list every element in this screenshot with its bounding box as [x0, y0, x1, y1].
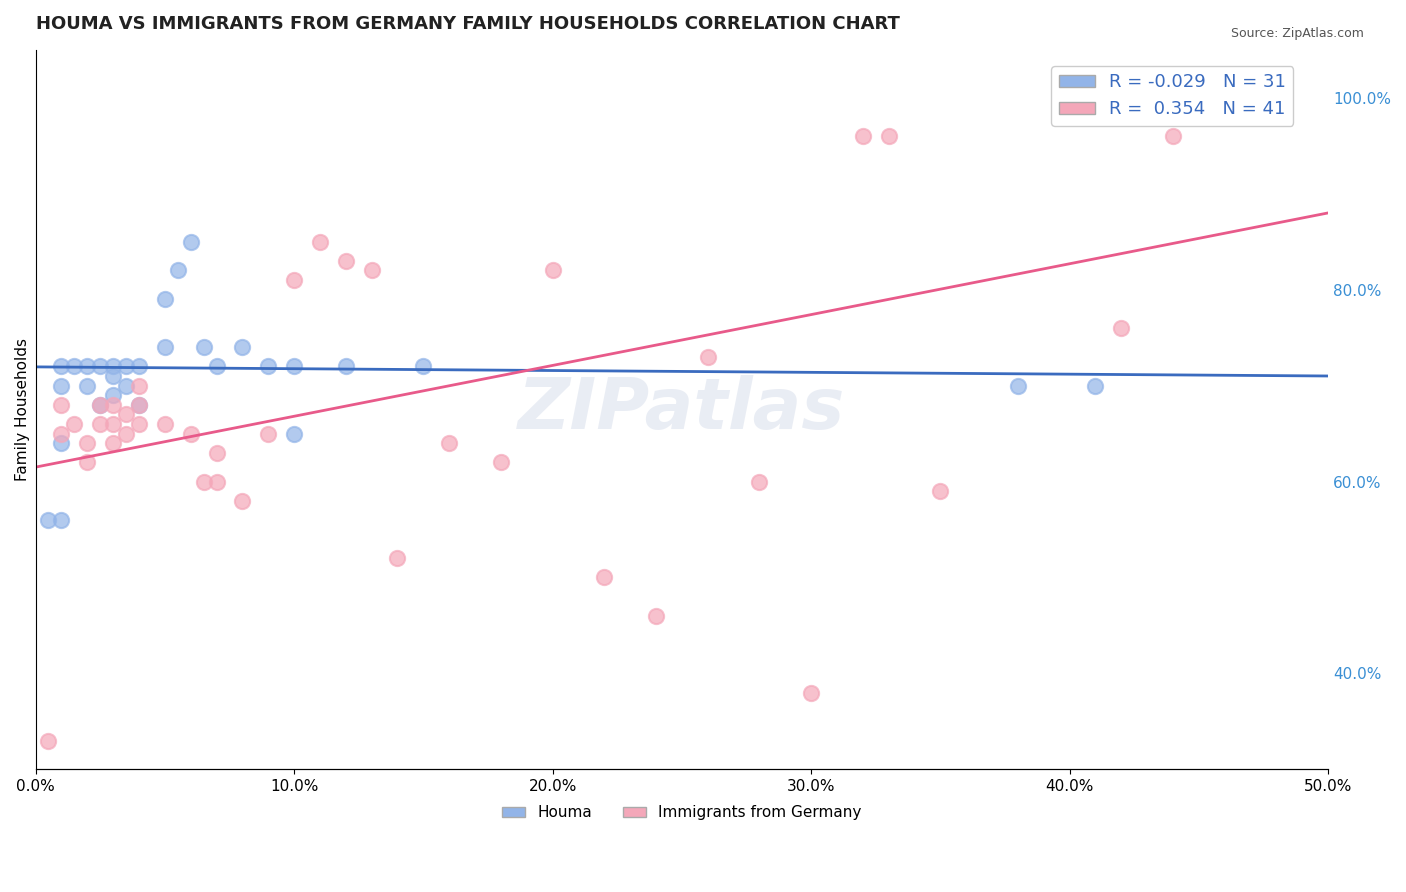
Point [283, 359, 305, 374]
Point [51, 398, 73, 412]
Point [489, 455, 512, 469]
Text: Source: ZipAtlas.com: Source: ZipAtlas.com [1230, 27, 1364, 40]
Point [51, 426, 73, 441]
Point [205, 359, 228, 374]
Point [37, 513, 59, 527]
Point [166, 263, 188, 277]
Point [115, 378, 138, 392]
Point [76, 378, 98, 392]
Point [153, 292, 176, 306]
Point [76, 359, 98, 374]
Point [153, 417, 176, 431]
Point [1111, 321, 1133, 335]
Point [205, 475, 228, 489]
Point [63, 359, 86, 374]
Point [115, 408, 138, 422]
Point [89, 417, 111, 431]
Point [89, 398, 111, 412]
Point [1007, 378, 1029, 392]
Point [115, 426, 138, 441]
Point [101, 436, 124, 450]
Point [76, 436, 98, 450]
Point [89, 398, 111, 412]
Point [128, 417, 150, 431]
Point [387, 551, 409, 566]
Point [929, 484, 952, 499]
Point [309, 235, 332, 249]
Point [101, 417, 124, 431]
Point [101, 359, 124, 374]
Point [51, 513, 73, 527]
Point [115, 359, 138, 374]
Point [437, 436, 460, 450]
Point [852, 129, 875, 144]
Text: ZIPatlas: ZIPatlas [519, 375, 845, 444]
Point [541, 263, 564, 277]
Point [101, 369, 124, 384]
Point [231, 493, 253, 508]
Point [89, 359, 111, 374]
Y-axis label: Family Households: Family Households [15, 338, 30, 481]
Point [128, 359, 150, 374]
Point [1084, 378, 1107, 392]
Point [231, 340, 253, 354]
Point [593, 570, 616, 584]
Point [283, 273, 305, 287]
Point [128, 398, 150, 412]
Point [51, 359, 73, 374]
Point [76, 455, 98, 469]
Point [51, 436, 73, 450]
Point [335, 253, 357, 268]
Point [696, 350, 718, 364]
Point [101, 388, 124, 402]
Point [51, 378, 73, 392]
Point [412, 359, 434, 374]
Point [153, 340, 176, 354]
Point [283, 426, 305, 441]
Point [335, 359, 357, 374]
Point [180, 426, 202, 441]
Point [877, 129, 900, 144]
Point [257, 359, 280, 374]
Point [205, 446, 228, 460]
Point [1161, 129, 1184, 144]
Point [748, 475, 770, 489]
Point [193, 475, 215, 489]
Point [180, 235, 202, 249]
Point [128, 398, 150, 412]
Text: HOUMA VS IMMIGRANTS FROM GERMANY FAMILY HOUSEHOLDS CORRELATION CHART: HOUMA VS IMMIGRANTS FROM GERMANY FAMILY … [35, 15, 900, 33]
Point [101, 398, 124, 412]
Point [128, 378, 150, 392]
Point [800, 685, 823, 699]
Point [37, 733, 59, 747]
Point [360, 263, 382, 277]
Point [645, 608, 668, 623]
Point [257, 426, 280, 441]
Point [193, 340, 215, 354]
Legend: Houma, Immigrants from Germany: Houma, Immigrants from Germany [496, 799, 868, 826]
Point [63, 417, 86, 431]
